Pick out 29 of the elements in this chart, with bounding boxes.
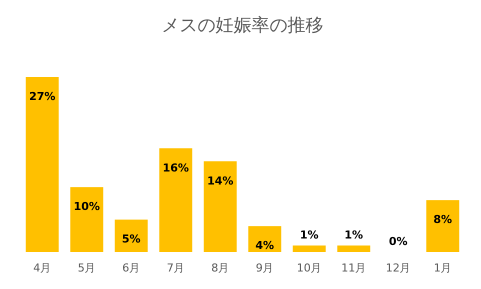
- data-label: 1%: [344, 228, 364, 242]
- bar: [26, 77, 59, 252]
- x-tick-label: 8月: [211, 262, 230, 274]
- x-tick-label: 4月: [33, 262, 52, 274]
- x-tick-label: 11月: [341, 262, 366, 274]
- bar: [292, 246, 326, 252]
- data-label: 1%: [300, 228, 319, 242]
- bar: [204, 161, 237, 252]
- x-tick-label: 10月: [296, 262, 322, 274]
- data-label: 14%: [207, 174, 234, 188]
- data-label: 8%: [433, 213, 452, 226]
- data-label: 16%: [162, 161, 189, 174]
- x-tick-label: 7月: [166, 262, 185, 274]
- data-label: 4%: [255, 239, 274, 252]
- x-tick-label: 5月: [78, 262, 96, 274]
- chart-title: メスの妊娠率の推移: [162, 15, 324, 36]
- x-tick-label: 9月: [256, 262, 274, 274]
- bar: [426, 200, 460, 252]
- data-label: 0%: [388, 235, 408, 248]
- data-label: 10%: [74, 200, 100, 214]
- bar: [70, 187, 104, 252]
- x-tick-label: 6月: [122, 262, 140, 274]
- data-label: 5%: [122, 232, 141, 246]
- bar: [159, 148, 192, 252]
- x-tick-label: 1月: [434, 262, 452, 274]
- data-label: 27%: [29, 90, 56, 103]
- bar: [114, 220, 148, 252]
- bar: [337, 246, 370, 252]
- x-tick-label: 12月: [386, 262, 411, 274]
